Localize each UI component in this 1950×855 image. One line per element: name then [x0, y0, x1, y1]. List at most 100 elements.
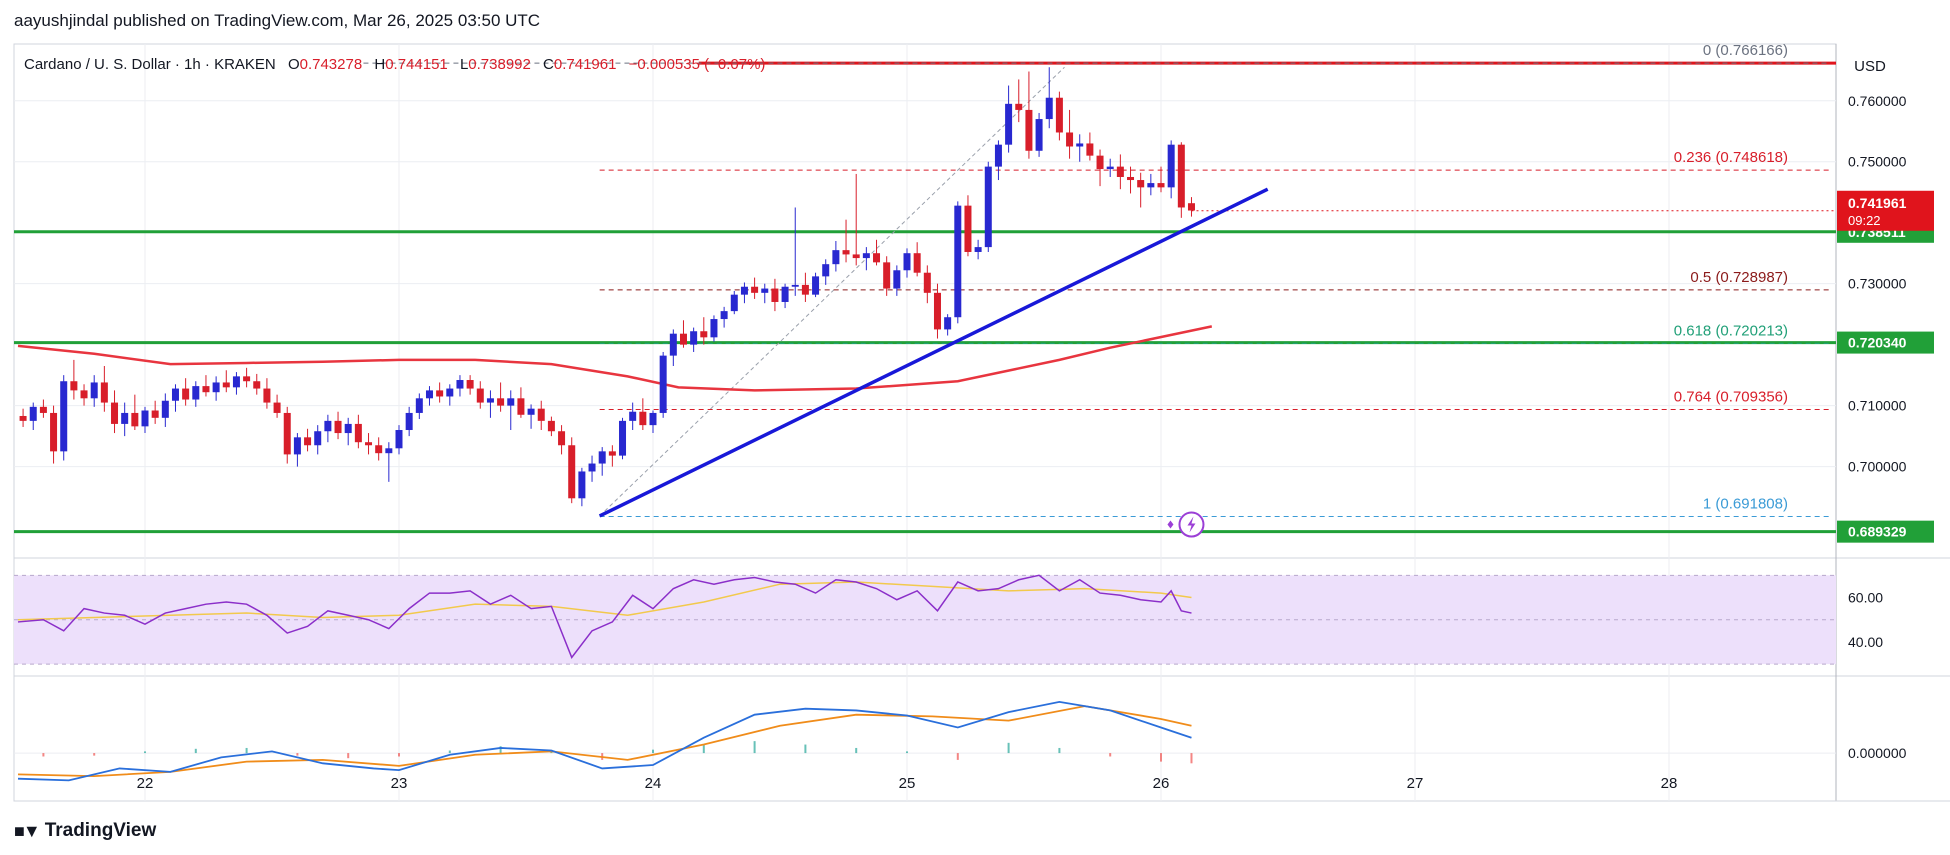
x-tick-label: 24: [645, 775, 662, 792]
rsi-ma-line: [17, 581, 1192, 621]
tradingview-footer[interactable]: ■▼ TradingView: [14, 820, 156, 842]
macd-histogram-bar: [1058, 747, 1061, 754]
x-tick-label: 22: [137, 775, 154, 792]
candle: [1076, 134, 1084, 162]
candle-body: [415, 398, 423, 413]
candle: [222, 370, 230, 393]
candle: [507, 390, 515, 431]
level-price-label: 0.689329: [1848, 524, 1907, 540]
fib-level-label: 0.236 (0.748618): [1674, 149, 1788, 166]
trend-line[interactable]: [598, 187, 1269, 518]
candle: [619, 417, 627, 460]
candle: [1015, 79, 1023, 123]
lightning-bolt: [1187, 516, 1196, 533]
candle-body: [893, 270, 901, 289]
macd-histogram-bar: [1007, 742, 1010, 754]
candle-body: [1116, 166, 1124, 177]
candle: [822, 259, 830, 285]
candle-body: [131, 412, 139, 427]
candle-body: [395, 430, 403, 449]
candle-body: [913, 253, 921, 273]
macd-histogram-bar: [245, 747, 248, 754]
candle: [182, 378, 190, 406]
rsi-tick-label: 60.00: [1848, 590, 1883, 606]
publisher-text: aayushjindal published on TradingView.co…: [14, 11, 541, 30]
axes: 22 23 24 25 26 27 28 0.760000 0.750000 0.730000 0.…: [137, 93, 1934, 792]
candle-body: [232, 376, 240, 388]
candle: [537, 400, 545, 431]
candle-body: [791, 284, 799, 287]
rsi-band-fill: [14, 575, 1836, 665]
macd-histogram-bar: [1190, 753, 1193, 764]
candle: [740, 282, 748, 304]
candle: [852, 173, 860, 266]
candle: [283, 406, 291, 464]
event-marker[interactable]: [1167, 511, 1205, 538]
macd-histogram-bar: [956, 753, 959, 760]
candle: [304, 428, 312, 452]
candle-body: [507, 398, 515, 406]
candle-body: [141, 410, 149, 427]
candle: [669, 329, 677, 366]
candle: [1167, 140, 1175, 199]
candle: [649, 410, 657, 434]
y-tick-label: 0.750000: [1848, 154, 1907, 170]
candle-body: [486, 398, 494, 403]
fib-level-label: 0.618 (0.720213): [1674, 322, 1788, 339]
candle-body: [446, 388, 454, 397]
candle-body: [873, 253, 881, 263]
y-tick-label: 0.710000: [1848, 398, 1907, 414]
candle: [679, 320, 687, 348]
x-tick-label: 25: [899, 775, 916, 792]
open-value: 0.743278: [300, 56, 363, 73]
candle: [1096, 149, 1104, 187]
macd-histogram-bar: [144, 751, 146, 754]
tradingview-logo-icon: ■▼: [14, 820, 41, 841]
candle-body: [425, 390, 433, 399]
candle-body: [751, 286, 759, 293]
candle: [425, 386, 433, 406]
candle: [883, 256, 891, 296]
candle-body: [801, 284, 809, 295]
macd-histogram-bar: [296, 753, 299, 756]
candle: [761, 283, 769, 304]
macd-signal-line: [17, 705, 1192, 778]
candle-body: [171, 388, 179, 401]
candle-body: [161, 400, 169, 418]
candle-body: [1127, 176, 1135, 181]
candle: [263, 378, 271, 409]
macd-tick-label: 0.000000: [1848, 745, 1907, 761]
candle-body: [842, 250, 850, 255]
candle: [710, 315, 718, 342]
candle: [192, 381, 200, 407]
candle-body: [822, 264, 830, 277]
candle: [944, 314, 952, 336]
candle: [1137, 172, 1145, 208]
candle-body: [954, 205, 962, 318]
candle-body: [80, 390, 88, 399]
candle-body: [273, 402, 281, 413]
candle-body: [354, 423, 362, 443]
candle: [730, 291, 738, 315]
chart-canvas[interactable]: 0 (0.766166) 0.236 (0.748618) 0.5 (0.72898…: [0, 0, 1950, 810]
candle: [385, 442, 393, 482]
candle-body: [1035, 119, 1043, 151]
currency-label[interactable]: USD: [1854, 58, 1886, 75]
candle-body: [598, 451, 606, 464]
candle-body: [283, 412, 291, 455]
candle-body: [436, 390, 444, 397]
candle: [344, 417, 352, 446]
x-tick-label: 26: [1153, 775, 1170, 792]
candle: [171, 384, 179, 412]
candle: [527, 404, 535, 429]
candle: [39, 399, 47, 418]
candle: [161, 393, 169, 427]
candle: [70, 359, 78, 400]
candle-body: [568, 445, 576, 499]
candle-body: [669, 333, 677, 356]
candle-body: [385, 448, 393, 454]
candle: [253, 373, 261, 395]
candle-body: [1005, 103, 1013, 145]
candle: [1025, 71, 1033, 159]
candle-body: [1096, 155, 1104, 170]
